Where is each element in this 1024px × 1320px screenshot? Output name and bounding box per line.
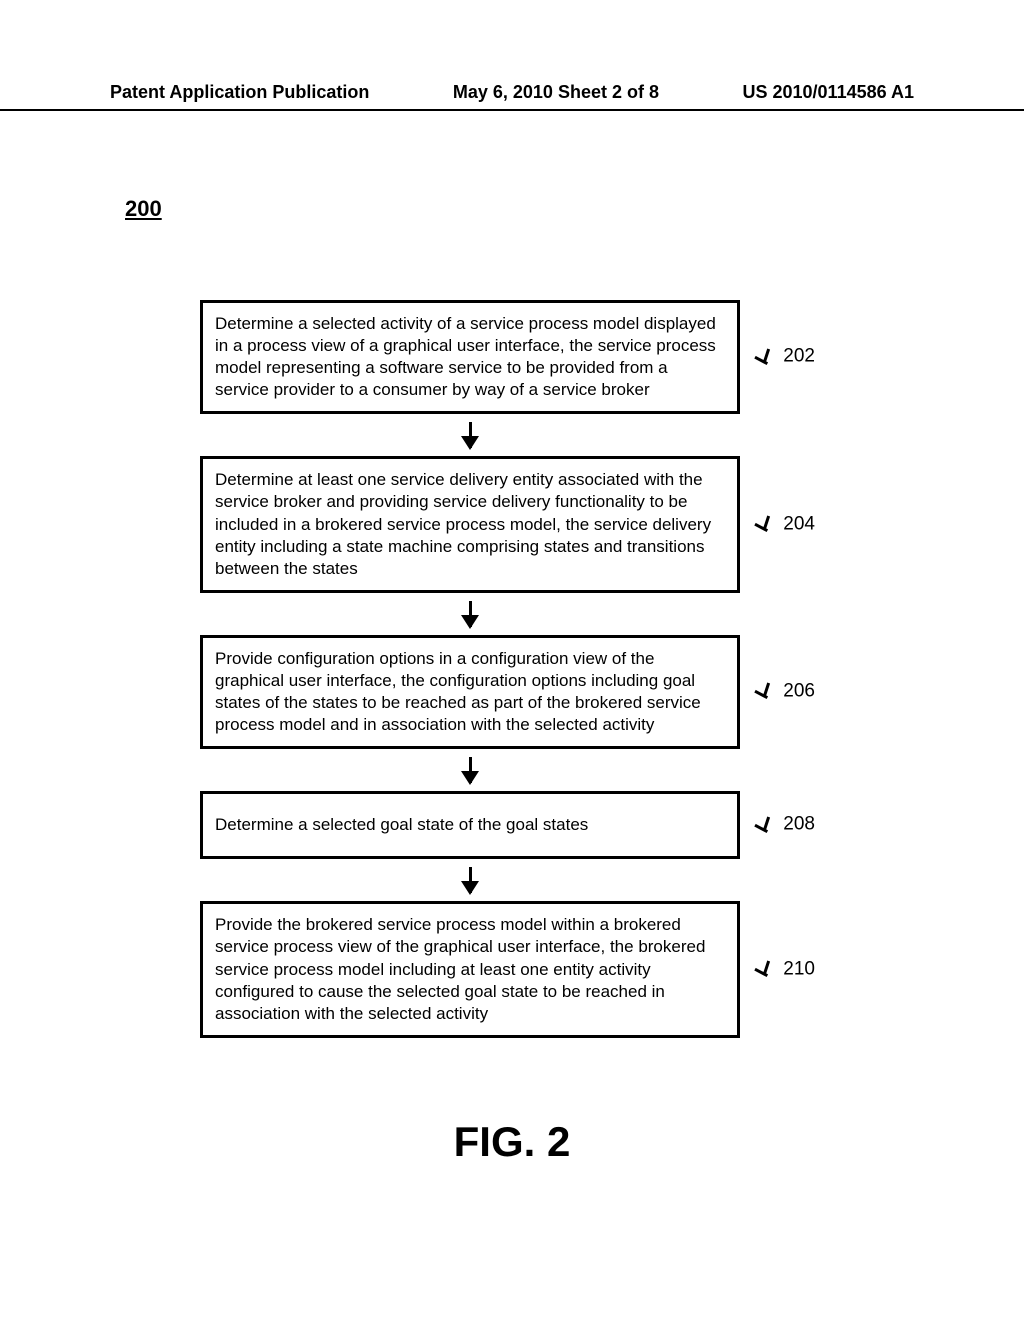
- callout-206: 206: [755, 680, 815, 705]
- figure-reference-number: 200: [125, 196, 162, 222]
- figure-caption: FIG. 2: [0, 1118, 1024, 1166]
- flow-step-202: Determine a selected activity of a servi…: [200, 300, 740, 414]
- callout-number: 206: [783, 680, 815, 705]
- arrow: [200, 593, 740, 635]
- flow-step-text: Provide configuration options in a confi…: [215, 649, 701, 734]
- callout-number: 202: [783, 345, 815, 370]
- flow-step-text: Determine at least one service delivery …: [215, 470, 711, 577]
- callout-number: 210: [783, 957, 815, 982]
- callout-204: 204: [755, 512, 815, 537]
- flow-step-210: Provide the brokered service process mod…: [200, 901, 740, 1037]
- callout-tick-icon: [755, 958, 779, 982]
- callout-210: 210: [755, 957, 815, 982]
- flow-step-text: Provide the brokered service process mod…: [215, 915, 705, 1022]
- flow-step-text: Determine a selected activity of a servi…: [215, 314, 716, 399]
- page-header: Patent Application Publication May 6, 20…: [0, 82, 1024, 111]
- callout-tick-icon: [755, 813, 779, 837]
- callout-208: 208: [755, 813, 815, 838]
- page: Patent Application Publication May 6, 20…: [0, 0, 1024, 1320]
- header-right: US 2010/0114586 A1: [743, 82, 914, 103]
- flowchart: Determine a selected activity of a servi…: [200, 300, 740, 1038]
- arrow: [200, 859, 740, 901]
- callout-tick-icon: [755, 680, 779, 704]
- callout-202: 202: [755, 345, 815, 370]
- arrow: [200, 749, 740, 791]
- callout-number: 208: [783, 813, 815, 838]
- callout-tick-icon: [755, 513, 779, 537]
- callout-tick-icon: [755, 345, 779, 369]
- arrow: [200, 414, 740, 456]
- flow-step-text: Determine a selected goal state of the g…: [215, 815, 588, 834]
- callout-number: 204: [783, 512, 815, 537]
- flow-step-206: Provide configuration options in a confi…: [200, 635, 740, 749]
- header-center: May 6, 2010 Sheet 2 of 8: [453, 82, 659, 103]
- header-left: Patent Application Publication: [110, 82, 369, 103]
- flow-step-208: Determine a selected goal state of the g…: [200, 791, 740, 859]
- flow-step-204: Determine at least one service delivery …: [200, 456, 740, 592]
